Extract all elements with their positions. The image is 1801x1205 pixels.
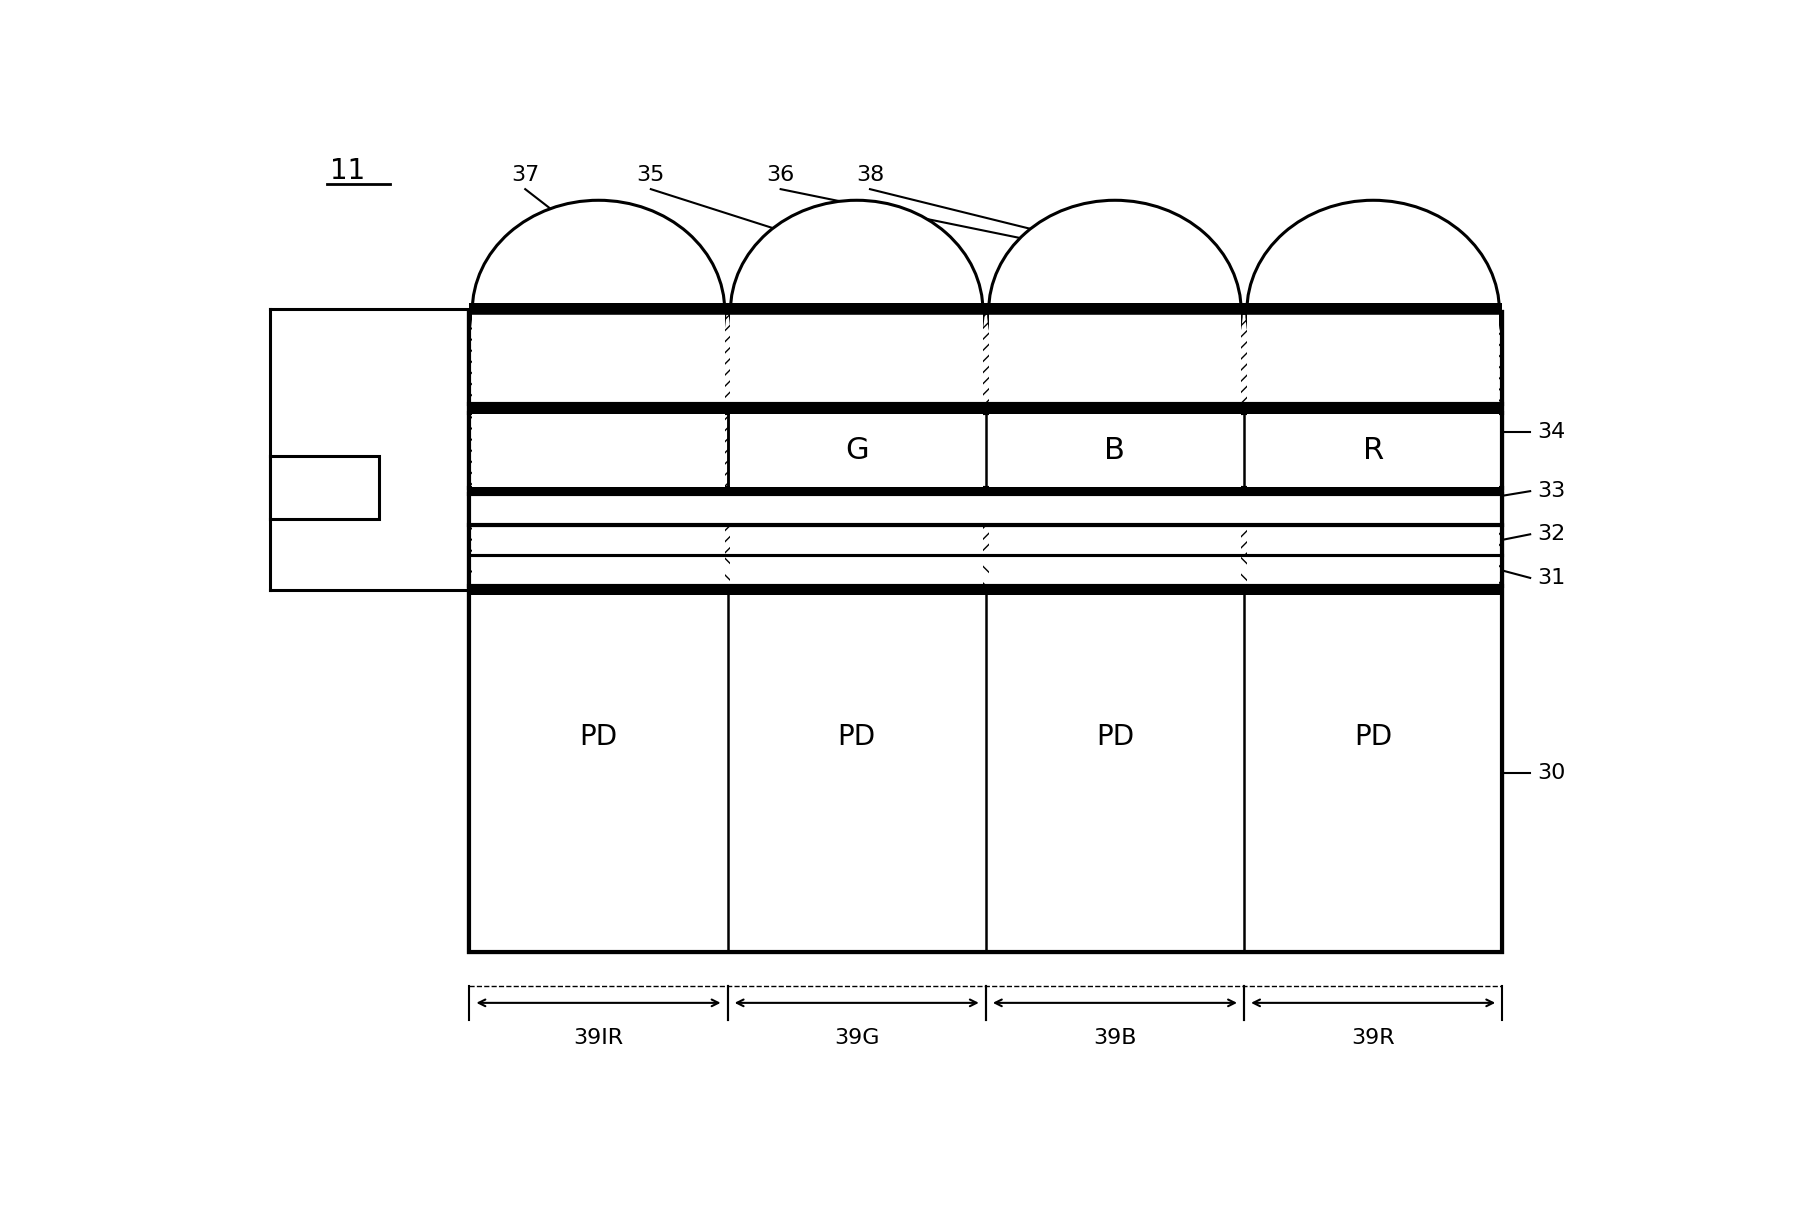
Bar bbox=[470, 312, 1502, 952]
Text: 39B: 39B bbox=[1093, 1028, 1136, 1048]
Text: 39IR: 39IR bbox=[573, 1028, 623, 1048]
Bar bbox=[470, 312, 1502, 952]
Text: 36: 36 bbox=[767, 165, 794, 186]
Bar bbox=[470, 313, 1502, 405]
Bar bbox=[472, 312, 724, 952]
Text: 35: 35 bbox=[636, 165, 665, 186]
Bar bbox=[470, 525, 1502, 554]
Bar bbox=[1246, 312, 1500, 952]
Text: 34: 34 bbox=[1538, 422, 1565, 442]
Bar bbox=[470, 594, 1502, 952]
Bar bbox=[470, 584, 1502, 594]
Text: 32: 32 bbox=[1538, 524, 1565, 545]
Ellipse shape bbox=[989, 200, 1241, 423]
Text: PD: PD bbox=[837, 723, 875, 751]
Bar bbox=[470, 304, 1502, 313]
Text: B: B bbox=[1104, 436, 1126, 465]
Ellipse shape bbox=[472, 200, 724, 423]
Text: 39G: 39G bbox=[834, 1028, 879, 1048]
Bar bbox=[495, 607, 702, 865]
Text: G: G bbox=[845, 436, 868, 465]
Bar bbox=[470, 554, 1502, 587]
Bar bbox=[470, 487, 1502, 495]
Text: PD: PD bbox=[580, 723, 618, 751]
Text: 11: 11 bbox=[330, 157, 366, 184]
Text: 31: 31 bbox=[1538, 568, 1565, 588]
Bar bbox=[470, 402, 1502, 413]
Bar bbox=[270, 457, 378, 519]
Bar bbox=[731, 312, 983, 952]
Text: 38: 38 bbox=[855, 165, 884, 186]
Bar bbox=[989, 312, 1241, 952]
Bar bbox=[470, 313, 1502, 405]
Text: PD: PD bbox=[1095, 723, 1135, 751]
Bar bbox=[470, 525, 1502, 554]
Bar bbox=[1010, 607, 1219, 865]
Bar bbox=[470, 494, 1502, 525]
Text: 30: 30 bbox=[1538, 763, 1565, 783]
Text: 37: 37 bbox=[511, 165, 538, 186]
Text: 39R: 39R bbox=[1351, 1028, 1396, 1048]
Bar bbox=[753, 607, 960, 865]
Text: PD: PD bbox=[1354, 723, 1392, 751]
Bar bbox=[1270, 607, 1477, 865]
Text: 33: 33 bbox=[1538, 481, 1565, 501]
Text: R: R bbox=[1363, 436, 1383, 465]
Ellipse shape bbox=[731, 200, 983, 423]
Bar bbox=[470, 413, 728, 488]
Bar bbox=[470, 413, 1502, 488]
Text: V: V bbox=[315, 476, 333, 500]
Ellipse shape bbox=[1246, 200, 1500, 423]
Bar bbox=[470, 554, 1502, 587]
Bar bbox=[470, 494, 1502, 525]
